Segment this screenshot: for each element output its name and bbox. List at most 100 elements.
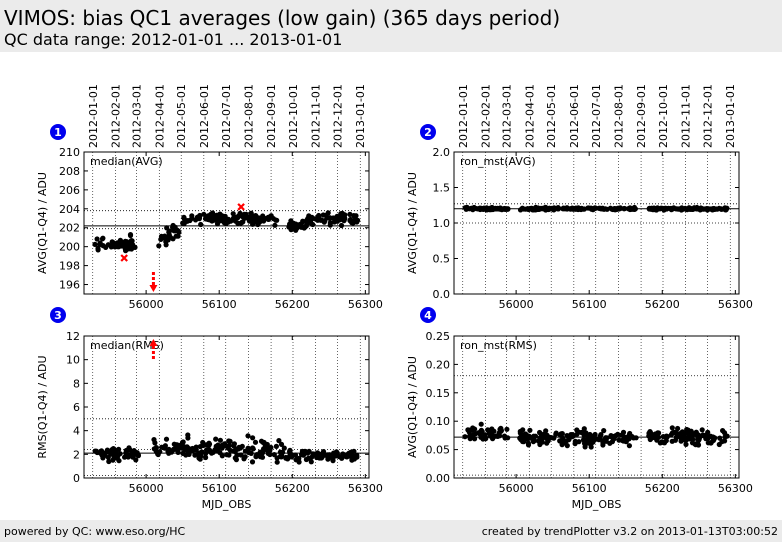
- data-point: [100, 455, 106, 461]
- data-point: [486, 430, 492, 436]
- data-point: [283, 454, 289, 461]
- data-point: [248, 210, 254, 216]
- data-point: [257, 219, 263, 225]
- y-tick-label: 0.15: [426, 387, 451, 400]
- data-point: [670, 206, 676, 212]
- x-tick-label: 56300: [348, 482, 383, 495]
- data-point: [620, 438, 627, 444]
- y-tick-label: 0.10: [426, 415, 451, 428]
- y-tick-label: 200: [59, 241, 80, 254]
- data-point: [135, 453, 141, 459]
- data-point: [278, 441, 285, 447]
- data-point: [307, 217, 313, 223]
- data-point: [699, 427, 705, 433]
- outlier-marker: [120, 254, 128, 262]
- date-axis-label: 2012-05-01: [545, 84, 558, 148]
- data-point: [217, 437, 223, 443]
- data-point: [662, 205, 669, 211]
- date-axis-label: 2012-10-01: [657, 84, 670, 148]
- data-point: [181, 221, 187, 227]
- data-point: [155, 451, 161, 458]
- data-point: [274, 459, 280, 465]
- data-point: [264, 441, 270, 448]
- data-point: [156, 243, 162, 249]
- data-point: [719, 206, 725, 212]
- x-tick-label: 56200: [275, 482, 310, 495]
- data-point: [310, 451, 316, 457]
- data-point: [354, 219, 360, 225]
- data-point: [652, 431, 659, 437]
- data-point: [495, 433, 501, 439]
- data-point: [312, 216, 318, 222]
- data-point: [103, 449, 110, 455]
- data-point: [695, 434, 701, 440]
- data-point: [288, 218, 294, 224]
- data-point: [211, 215, 217, 221]
- data-point: [278, 453, 285, 459]
- data-point: [268, 444, 274, 451]
- data-point: [621, 206, 627, 212]
- panel-number-badge: [50, 124, 66, 140]
- data-point: [628, 433, 635, 440]
- panel-number-badge: [420, 124, 436, 140]
- data-point: [116, 446, 122, 452]
- date-axis-label: 2012-02-01: [109, 84, 122, 148]
- y-tick-label: 0.0: [433, 288, 451, 301]
- data-point: [610, 436, 617, 442]
- data-point: [678, 434, 684, 440]
- x-tick-label: 56000: [499, 298, 534, 311]
- data-point: [568, 206, 574, 212]
- data-point: [582, 444, 588, 450]
- data-point: [122, 454, 128, 460]
- data-point: [542, 205, 548, 211]
- data-point: [537, 441, 543, 448]
- data-point: [239, 213, 245, 220]
- data-point: [213, 436, 219, 442]
- data-point: [722, 434, 728, 440]
- date-axis-label: 2012-11-01: [310, 84, 323, 148]
- date-axis-label: 2012-03-01: [131, 84, 144, 148]
- y-tick-label: 10: [66, 354, 80, 367]
- y-tick-label: 4: [73, 425, 80, 438]
- data-point: [238, 220, 244, 226]
- date-axis-label: 2012-12-01: [702, 84, 715, 148]
- date-axis-label: 2012-09-01: [635, 84, 648, 148]
- data-point: [198, 221, 204, 228]
- date-axis-label: 2012-11-01: [680, 84, 693, 148]
- data-point: [471, 205, 477, 211]
- data-point: [472, 436, 478, 442]
- data-point: [537, 435, 543, 441]
- data-point: [95, 245, 101, 251]
- data-point: [92, 448, 98, 454]
- y-tick-label: 208: [59, 165, 80, 178]
- data-point: [287, 450, 293, 456]
- data-point: [242, 454, 248, 460]
- data-point: [615, 206, 621, 212]
- data-point: [660, 434, 666, 440]
- data-point: [117, 451, 123, 457]
- data-point: [272, 222, 278, 228]
- footer-bar: powered by QC: www.eso.org/HC created by…: [0, 520, 782, 542]
- y-axis-label: AVG(Q1-Q4) / ADU: [36, 172, 49, 274]
- data-point: [112, 452, 118, 458]
- data-point: [289, 226, 295, 232]
- data-point: [193, 444, 199, 450]
- data-point: [723, 206, 729, 212]
- data-point: [520, 427, 526, 433]
- panel-label: ron_mst(AVG): [460, 155, 536, 168]
- data-point: [551, 435, 557, 441]
- date-axis-label: 2012-10-01: [287, 84, 300, 148]
- data-point: [525, 440, 532, 446]
- y-tick-label: 2: [73, 448, 80, 461]
- data-point: [690, 436, 696, 443]
- data-point: [600, 442, 606, 448]
- data-point: [322, 218, 328, 224]
- data-point: [196, 455, 202, 461]
- data-point: [235, 446, 241, 452]
- data-point: [543, 428, 549, 434]
- data-point: [687, 206, 693, 212]
- data-point: [316, 213, 322, 219]
- data-point: [250, 435, 256, 441]
- data-point: [170, 224, 176, 230]
- data-point: [245, 445, 251, 451]
